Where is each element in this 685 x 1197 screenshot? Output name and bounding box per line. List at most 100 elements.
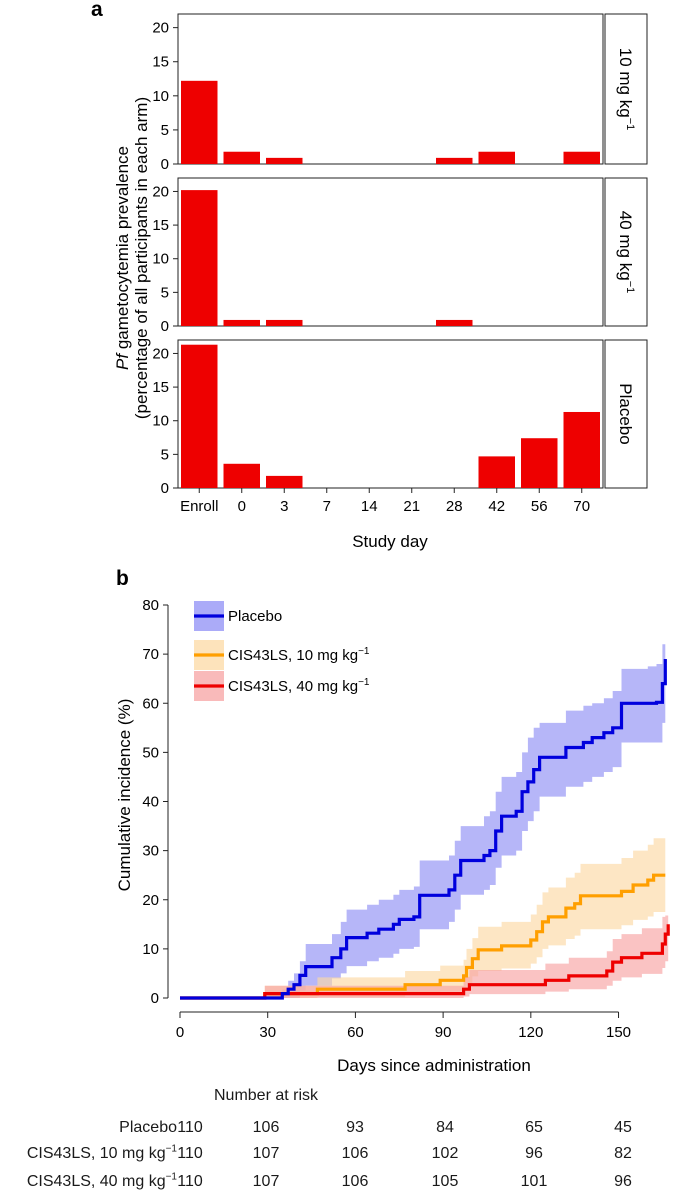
x-tick-label: 120 [518,1024,543,1041]
y-tick-label: 20 [152,345,169,362]
x-tick-label: 21 [403,498,420,515]
risk-row-label: CIS43LS, 40 mg kg−1 [26,1171,177,1190]
curve-0 [180,659,667,1000]
risk-value: 105 [431,1173,459,1190]
bar-Enroll [181,80,218,164]
risk-value: 106 [252,1119,280,1136]
y-tick-label: 20 [152,183,169,200]
bar-70 [563,151,600,164]
y-tick-label: 20 [152,20,169,37]
y-tick-label: 50 [142,744,159,761]
risk-value: 110 [177,1119,203,1136]
confidence-bands [180,641,669,998]
y-tick-label: 60 [142,695,159,712]
risk-value: 102 [431,1145,459,1162]
panel-a-y-axis-label-italic: Pf [113,352,132,370]
facet-strip [604,13,648,165]
y-tick-label: 10 [152,251,169,268]
curve-1 [180,873,666,1000]
bar-0 [223,319,260,326]
y-tick-label: 0 [161,318,169,335]
facet-1: 0 5 10 15 20 40 mg kg−1 [152,177,648,335]
facet-strip-label: 40 mg kg−1 [616,211,636,293]
risk-row: CIS43LS, 10 mg kg−1 110 107 106 102 96 82 [0,1143,685,1169]
facet-frame [177,13,604,165]
risk-row-label: CIS43LS, 10 mg kg−1 [26,1143,177,1162]
incidence-curves [180,659,670,1000]
bar-3 [266,157,303,164]
panel-a-y-axis-label-line2: (percentage of all participants in each … [132,97,151,419]
bar-42 [478,151,515,164]
y-tick-label: 15 [152,379,169,396]
facet-strip-label: 10 mg kg−1 [616,48,636,130]
risk-value: 101 [520,1173,548,1190]
y-tick-label: 10 [142,941,159,958]
x-tick-label: 7 [323,498,331,515]
curve-2 [180,924,670,1000]
risk-value: 93 [346,1119,364,1136]
facet-strip-label: Placebo [616,383,635,444]
band-2 [180,915,669,998]
facet-frame [177,177,604,327]
x-tick-label: 0 [238,498,246,515]
panel-b-axes: 0 10 20 30 40 50 60 70 80 0 30 60 90 120 150 [142,597,631,1041]
y-tick-label: 10 [152,413,169,430]
bar-70 [563,411,600,488]
facet-frame [177,339,604,489]
bar-Enroll [181,190,218,326]
bar-3 [266,319,303,326]
panel-a-facets: 0 5 10 15 20 10 mg kg−1 0 5 10 15 20 40 mg kg−1 0 5 10… [152,13,648,497]
risk-value: 96 [614,1173,632,1190]
y-tick-label: 0 [151,990,159,1007]
y-tick-label: 15 [152,54,169,71]
y-tick-label: 0 [161,480,169,497]
band-1 [180,835,666,998]
legend-label: CIS43LS, 40 mg kg−1 [228,677,370,695]
legend: Placebo CIS43LS, 10 mg kg−1 CIS43LS, 40 mg… [194,601,370,701]
y-tick-label: 70 [142,646,159,663]
bar-Enroll [181,344,218,488]
risk-value: 110 [177,1145,203,1162]
x-tick-label: 3 [280,498,288,515]
bar-0 [223,463,260,488]
x-tick-label: 150 [606,1024,631,1041]
panel-b-y-axis-label: Cumulative incidence (%) [115,699,134,892]
risk-value: 110 [177,1173,203,1190]
panel-b-line-chart: b Cumulative incidence (%) 0 10 20 30 40 50 60… [115,567,670,1075]
facet-0: 0 5 10 15 20 10 mg kg−1 [152,13,648,173]
risk-value: 107 [252,1173,280,1190]
y-tick-label: 40 [142,794,159,811]
band-0 [180,641,666,998]
risk-value: 107 [252,1145,280,1162]
risk-value: 106 [341,1145,369,1162]
panel-b-x-axis-label: Days since administration [337,1056,531,1075]
number-at-risk-table: Number at risk Placebo 110 106 93 84 65 45 CIS4… [0,1085,685,1191]
x-tick-label: 0 [176,1024,184,1041]
panel-a-label: a [91,0,103,21]
risk-value: 82 [614,1145,632,1162]
y-tick-label: 20 [142,892,159,909]
y-tick-label: 5 [161,122,169,139]
bar-42 [478,456,515,488]
facet-strip [604,339,648,489]
bar-28 [436,319,473,326]
risk-value: 84 [436,1119,454,1136]
bar-3 [266,475,303,488]
panel-a-x-axis-label: Study day [352,532,428,551]
risk-value: 65 [525,1119,543,1136]
x-tick-label: 70 [573,498,590,515]
number-at-risk-title: Number at risk [214,1087,319,1104]
panel-b-label: b [116,567,129,590]
x-tick-label: 42 [488,498,505,515]
facet-strip [604,177,648,327]
x-tick-label: 28 [446,498,463,515]
panel-a-bar-chart: a Pf gametocytemia prevalence (percentag… [91,0,648,551]
y-tick-label: 5 [161,284,169,301]
x-tick-label: 14 [361,498,378,515]
panel-a-x-axis: Enroll 0 3 7 14 21 28 42 56 70 [180,488,590,515]
risk-value: 45 [614,1119,632,1136]
x-tick-label: 56 [531,498,548,515]
risk-value: 96 [525,1145,543,1162]
y-tick-label: 10 [152,88,169,105]
